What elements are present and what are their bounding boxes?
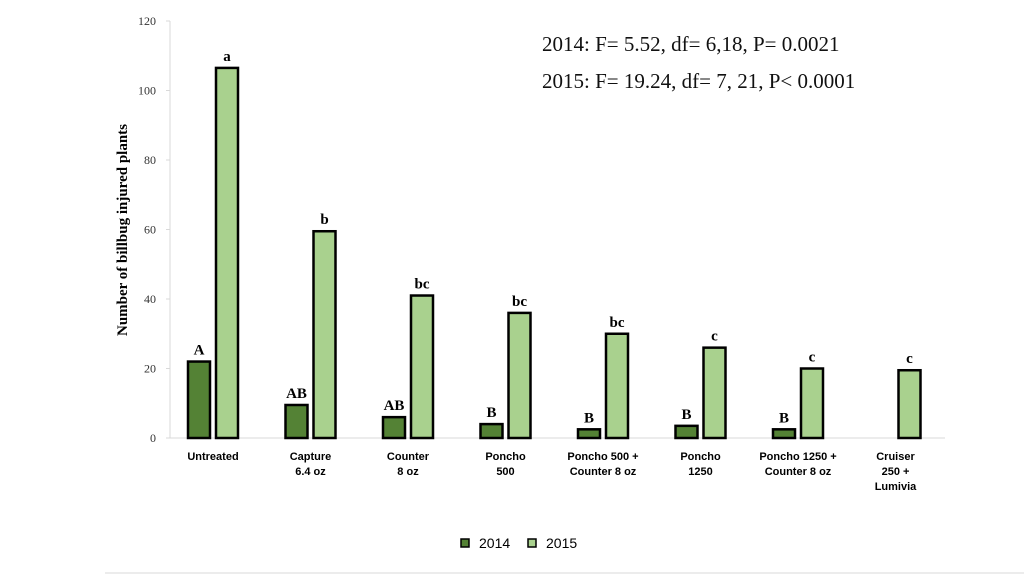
x-tick-label: Capture 6.4 oz [290, 451, 332, 478]
sig-label-2015: c [809, 350, 816, 366]
y-axis-label: Number of billbug injured plants [115, 124, 131, 336]
sig-label-2015: c [906, 351, 913, 367]
sig-label-2015: b [320, 212, 328, 228]
legend-swatch-2015 [527, 538, 537, 548]
bar-2014 [186, 360, 212, 440]
bar-2014 [381, 415, 407, 440]
legend-swatch-2014 [460, 538, 470, 548]
annotation-2014: 2014: F= 5.52, df= 6,18, P= 0.0021 [542, 32, 839, 56]
bar-2015 [312, 229, 337, 440]
sig-label-2014: B [486, 405, 496, 421]
x-tick-label: Poncho 1250 [680, 451, 721, 478]
sig-label-2015: c [711, 329, 718, 345]
annotation-2015: 2015: F= 19.24, df= 7, 21, P< 0.0001 [542, 69, 855, 93]
sig-label-2015: bc [610, 315, 625, 331]
legend-label-2015: 2015 [546, 535, 577, 551]
chart-labels: Aa Untreated AB b Capture 6.4 oz AB bc Counter 8 … [187, 49, 917, 493]
bar-2014 [674, 424, 699, 440]
bar-2015 [604, 332, 630, 440]
x-tick-label: Untreated [187, 451, 238, 463]
sig-label-2014: AB [286, 386, 307, 402]
bar-2014 [771, 428, 797, 440]
sig-label-2014: AB [384, 398, 405, 414]
bar-2014 [284, 403, 309, 440]
legend-label-2014: 2014 [479, 535, 510, 551]
x-tick-label: Cruiser 250 + Lumivia [875, 451, 917, 493]
bar-2015 [799, 367, 825, 440]
bar-2014 [576, 428, 602, 440]
legend: 2014 2015 [460, 535, 577, 551]
chart-bars [186, 66, 922, 440]
x-tick-label: Poncho 1250 + Counter 8 oz [759, 451, 836, 478]
sig-label-2014: B [584, 410, 594, 426]
bar-2014 [479, 422, 504, 440]
bar-2015 [897, 368, 922, 440]
y-tick-label: 0 [150, 431, 156, 445]
x-tick-label: Counter 8 oz [387, 451, 430, 478]
bar-2015 [507, 311, 532, 440]
x-tick-label: Poncho 500 + Counter 8 oz [567, 451, 638, 478]
sig-label-2015: a [223, 49, 231, 65]
bar-2015 [702, 346, 727, 440]
sig-label-2015: bc [415, 277, 430, 293]
sig-label-2014: A [194, 343, 205, 359]
sig-label-2015: bc [512, 294, 527, 310]
sig-label-2014: B [779, 410, 789, 426]
y-tick-label: 120 [138, 14, 156, 28]
x-tick-label: Poncho 500 [485, 451, 526, 478]
bar-2015 [409, 294, 435, 440]
y-tick-label: 80 [144, 153, 156, 167]
y-tick-label: 20 [144, 362, 156, 376]
sig-label-2014: B [681, 407, 691, 423]
bar-2015 [214, 66, 240, 440]
y-tick-label: 40 [144, 292, 156, 306]
y-tick-label: 60 [144, 223, 156, 237]
y-tick-label: 100 [138, 84, 156, 98]
